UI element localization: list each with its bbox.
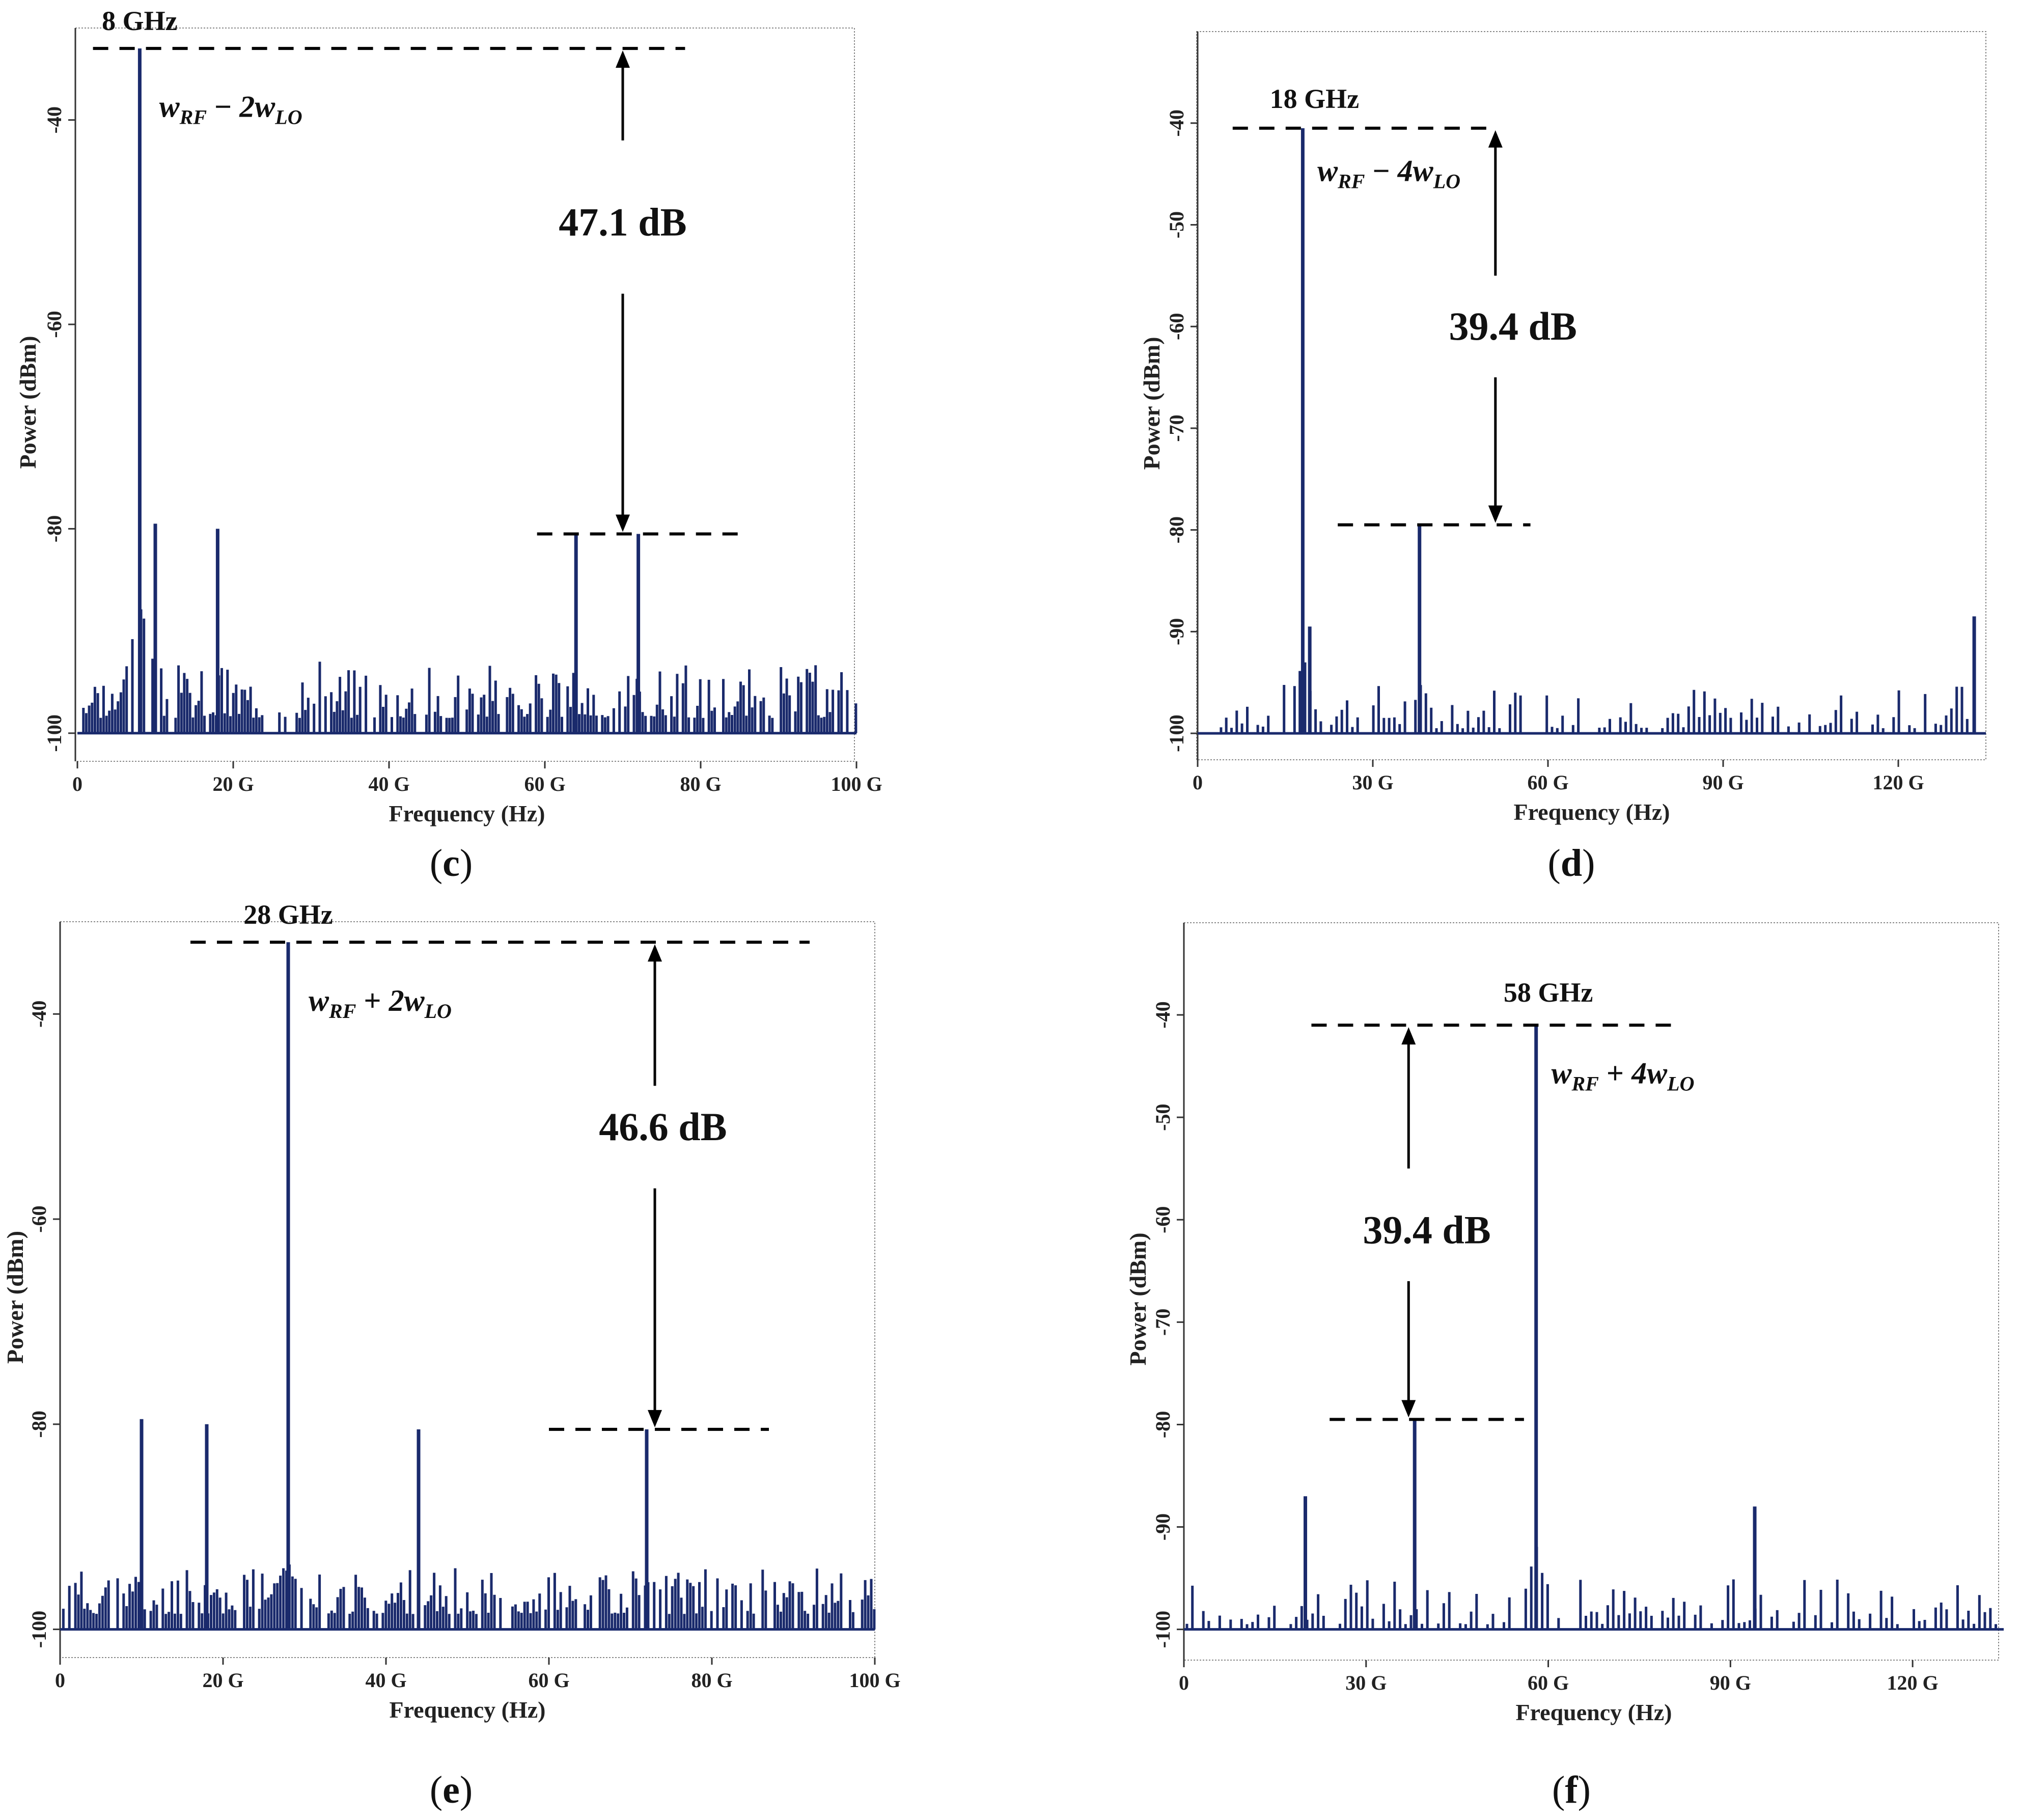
y-tick-label: -100 [43, 714, 66, 752]
x-tick-label: 120 G [1872, 771, 1924, 794]
panel-caption: (e) [430, 1769, 473, 1811]
mixing-product-formula: wRF + 4wLO [1552, 1057, 1695, 1095]
db-difference-label: 47.1 dB [559, 200, 686, 244]
arrow-up-head [616, 50, 630, 68]
noise-floor-bars [82, 609, 857, 733]
arrow-down-head [1401, 1400, 1416, 1418]
peak-frequency-label: 18 GHz [1270, 84, 1359, 114]
y-tick-label: -90 [1151, 1513, 1174, 1540]
y-tick-label: -70 [1165, 415, 1188, 442]
y-tick-label: -80 [43, 515, 66, 542]
db-difference-label: 39.4 dB [1449, 304, 1576, 348]
db-difference-label: 39.4 dB [1363, 1207, 1490, 1252]
y-tick-label: -40 [1165, 109, 1188, 136]
y-tick-label: -80 [1151, 1411, 1174, 1438]
x-tick-label: 0 [1179, 1671, 1189, 1694]
x-axis-label: Frequency (Hz) [389, 1697, 545, 1723]
y-tick-label: -40 [43, 106, 66, 133]
x-tick-label: 0 [72, 773, 82, 795]
y-tick-label: -50 [1165, 211, 1188, 238]
y-tick-label: -100 [1165, 714, 1188, 752]
plot-frame [75, 27, 855, 762]
x-tick-label: 60 G [1528, 1671, 1569, 1694]
arrow-up-head [648, 944, 662, 962]
mixing-product-formula: wRF − 2wLO [159, 90, 302, 129]
y-tick-label: -90 [1165, 618, 1188, 645]
y-tick-label: -40 [1151, 1001, 1174, 1028]
plot-frame [60, 921, 875, 1658]
y-tick-label: -40 [27, 1001, 50, 1028]
peak-frequency-label: 28 GHz [243, 899, 333, 930]
x-tick-label: 80 G [691, 1669, 732, 1692]
y-axis-label: Power (dBm) [1139, 337, 1165, 470]
x-tick-label: 120 G [1887, 1671, 1939, 1694]
chart-panel-c: -40 -60 -80 -100 0 20 G 40 G 60 G 80 G 100 G Frequ… [15, 6, 882, 885]
x-tick-label: 60 G [528, 1669, 569, 1692]
x-tick-label: 40 G [365, 1669, 406, 1692]
x-tick-label: 30 G [1345, 1671, 1387, 1694]
y-tick-label: -80 [1165, 516, 1188, 543]
x-axis-label: Frequency (Hz) [1513, 799, 1670, 825]
panel-caption: (f) [1552, 1769, 1591, 1811]
y-tick-label: -100 [1151, 1611, 1174, 1648]
y-tick-label: -50 [1151, 1104, 1174, 1130]
y-axis-label: Power (dBm) [15, 336, 41, 468]
x-tick-label: 90 G [1702, 771, 1744, 794]
panel-caption: (d) [1548, 842, 1595, 885]
x-axis-label: Frequency (Hz) [1515, 1699, 1672, 1725]
x-tick-label: 80 G [680, 773, 721, 795]
mixing-product-formula: wRF + 2wLO [309, 984, 452, 1023]
y-tick-label: -70 [1151, 1309, 1174, 1336]
peak-frequency-label: 58 GHz [1504, 977, 1593, 1008]
y-tick-label: -60 [43, 311, 66, 338]
db-difference-label: 46.6 dB [599, 1105, 727, 1149]
y-tick-label: -60 [1165, 313, 1188, 340]
x-tick-label: 100 G [831, 773, 882, 795]
noise-floor-bars [1185, 1547, 1997, 1630]
x-tick-label: 90 G [1710, 1671, 1751, 1694]
peak-frequency-label: 8 GHz [102, 6, 177, 36]
arrow-up-head [1488, 130, 1503, 148]
x-tick-label: 20 G [212, 773, 254, 795]
x-tick-label: 30 G [1352, 771, 1393, 794]
y-tick-label: -80 [27, 1411, 50, 1438]
noise-floor-bars [62, 1564, 876, 1630]
x-tick-label: 0 [55, 1669, 65, 1692]
x-tick-label: 100 G [849, 1669, 900, 1692]
x-tick-label: 60 G [1527, 771, 1568, 794]
y-tick-label: -60 [27, 1205, 50, 1232]
y-axis-label: Power (dBm) [1125, 1232, 1151, 1365]
plot-frame [1196, 31, 1986, 760]
y-axis-label: Power (dBm) [2, 1231, 28, 1364]
x-tick-label: 0 [1193, 771, 1203, 794]
x-axis-label: Frequency (Hz) [389, 801, 545, 826]
x-tick-label: 20 G [202, 1669, 243, 1692]
mixing-product-formula: wRF − 4wLO [1317, 154, 1460, 193]
arrow-down-head [616, 514, 630, 532]
x-tick-label: 40 G [368, 773, 409, 795]
y-tick-label: -60 [1151, 1206, 1174, 1233]
panel-caption: (c) [430, 842, 473, 885]
arrow-up-head [1401, 1027, 1416, 1045]
plot-frame [1183, 922, 1999, 1661]
noise-floor-bars [1220, 662, 1969, 734]
y-tick-label: -100 [27, 1611, 50, 1648]
arrow-down-head [648, 1410, 662, 1427]
arrow-down-head [1488, 505, 1503, 523]
x-tick-label: 60 G [524, 773, 565, 795]
